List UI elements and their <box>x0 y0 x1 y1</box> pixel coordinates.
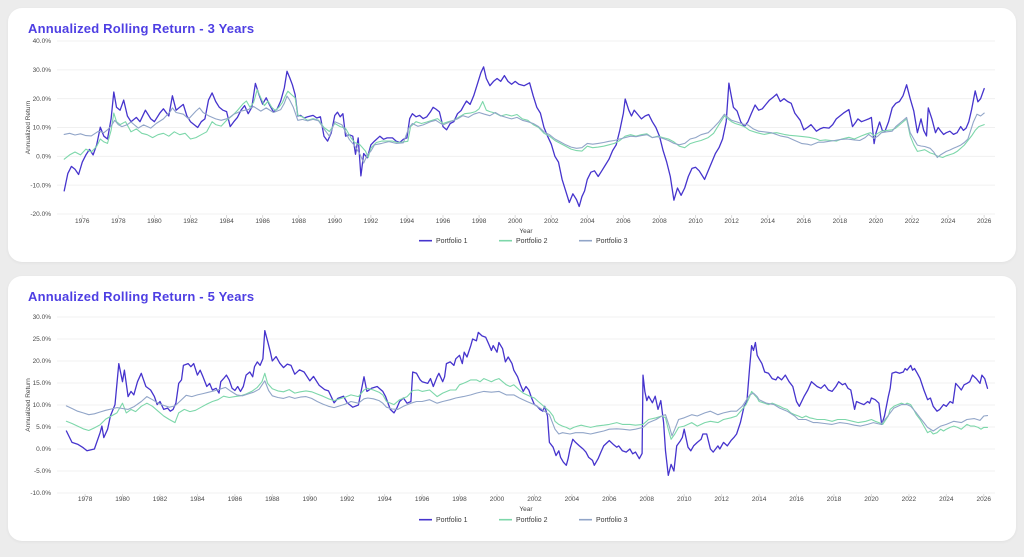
x-tick-label: 1992 <box>340 496 355 503</box>
x-tick-label: 2012 <box>714 496 729 503</box>
x-tick-label: 2006 <box>616 218 631 225</box>
x-tick-label: 1992 <box>364 218 379 225</box>
x-tick-label: 1980 <box>147 218 162 225</box>
chart-title-5y: Annualized Rolling Return - 5 Years <box>28 289 255 304</box>
y-tick-label: 0.0% <box>36 154 51 161</box>
x-tick-label: 1996 <box>415 496 430 503</box>
rolling-return-3y-chart: 40.0% 30.0% 20.0% 10.0% 0.0% -10.0% -20.0% 1976… <box>8 36 1016 267</box>
legend-label: Portfolio 2 <box>516 517 548 524</box>
x-tick-label: 2020 <box>864 496 879 503</box>
legend-item-portfolio-2[interactable]: Portfolio 2 <box>499 517 548 524</box>
y-tick-label: 15.0% <box>33 380 52 387</box>
rolling-return-5y-chart: 30.0% 25.0% 20.0% 15.0% 10.0% 5.0% 0.0% -5.0% -1… <box>8 304 1016 546</box>
x-tick-label: 2026 <box>977 218 992 225</box>
x-tick-label: 1998 <box>472 218 487 225</box>
legend-item-portfolio-1[interactable]: Portfolio 1 <box>419 517 468 524</box>
rolling-return-3y-card: Annualized Rolling Return - 3 Years 40.0… <box>8 8 1016 262</box>
x-tick-label: 2016 <box>789 496 804 503</box>
line-portfolio-3 <box>65 380 989 437</box>
y-tick-label: -10.0% <box>30 490 51 497</box>
x-tick-label: 2022 <box>902 496 917 503</box>
y-tick-label: -20.0% <box>30 211 51 218</box>
legend-label: Portfolio 2 <box>516 238 548 245</box>
x-tick-label: 1976 <box>75 218 90 225</box>
x-tick-label: 2000 <box>490 496 505 503</box>
x-tick-label: 1984 <box>219 218 234 225</box>
x-tick-label: 1984 <box>190 496 205 503</box>
x-tick-label: 1988 <box>265 496 280 503</box>
y-tick-label: 5.0% <box>36 424 51 431</box>
y-tick-label: 30.0% <box>33 314 52 321</box>
y-tick-label: 10.0% <box>33 125 52 132</box>
x-tick-label: 1978 <box>78 496 93 503</box>
legend-label: Portfolio 1 <box>436 517 468 524</box>
y-tick-label: 0.0% <box>36 446 51 453</box>
y-tick-label: -10.0% <box>30 182 51 189</box>
x-tick-label: 2012 <box>724 218 739 225</box>
x-tick-label: 1998 <box>452 496 467 503</box>
x-tick-label: 1986 <box>255 218 270 225</box>
x-tick-label: 2018 <box>827 496 842 503</box>
chart-canvas: 40.0% 30.0% 20.0% 10.0% 0.0% -10.0% -20.0% 1976… <box>25 38 995 245</box>
x-tick-label: 2002 <box>544 218 559 225</box>
line-portfolio-2 <box>63 89 985 160</box>
x-tick-label: 2004 <box>580 218 595 225</box>
x-tick-label: 2016 <box>797 218 812 225</box>
legend-item-portfolio-1[interactable]: Portfolio 1 <box>419 238 468 245</box>
x-tick-label: 1990 <box>328 218 343 225</box>
line-portfolio-1 <box>65 329 989 477</box>
x-tick-label: 1994 <box>377 496 392 503</box>
x-tick-label: 2014 <box>752 496 767 503</box>
legend-item-portfolio-3[interactable]: Portfolio 3 <box>579 238 628 245</box>
x-axis-title: Year <box>519 506 533 513</box>
legend-label: Portfolio 3 <box>596 517 628 524</box>
x-tick-label: 2020 <box>869 218 884 225</box>
x-tick-label: 2008 <box>640 496 655 503</box>
y-tick-label: 20.0% <box>33 96 52 103</box>
x-tick-label: 2002 <box>527 496 542 503</box>
x-axis-title: Year <box>519 228 533 235</box>
x-tick-label: 2022 <box>905 218 920 225</box>
x-tick-label: 1986 <box>228 496 243 503</box>
x-tick-label: 2006 <box>602 496 617 503</box>
line-portfolio-1 <box>63 66 985 208</box>
x-tick-label: 1982 <box>183 218 198 225</box>
x-tick-label: 1978 <box>111 218 126 225</box>
y-tick-label: 40.0% <box>33 38 52 45</box>
y-axis-title: Annualized Return <box>25 100 32 154</box>
legend-label: Portfolio 1 <box>436 238 468 245</box>
x-tick-label: 2010 <box>688 218 703 225</box>
y-tick-label: 30.0% <box>33 67 52 74</box>
y-tick-label: 20.0% <box>33 358 52 365</box>
x-tick-label: 1988 <box>291 218 306 225</box>
x-tick-label: 1982 <box>153 496 168 503</box>
y-axis-title: Annualized Return <box>25 378 32 432</box>
chart-title-3y: Annualized Rolling Return - 3 Years <box>28 21 255 36</box>
x-tick-label: 2008 <box>652 218 667 225</box>
chart-canvas: 30.0% 25.0% 20.0% 15.0% 10.0% 5.0% 0.0% -5.0% -1… <box>25 314 995 524</box>
legend-item-portfolio-2[interactable]: Portfolio 2 <box>499 238 548 245</box>
y-tick-label: -5.0% <box>34 468 51 475</box>
legend-label: Portfolio 3 <box>596 238 628 245</box>
line-portfolio-2 <box>65 372 989 440</box>
x-tick-label: 2004 <box>565 496 580 503</box>
x-tick-label: 1996 <box>436 218 451 225</box>
x-tick-label: 1994 <box>400 218 415 225</box>
y-tick-label: 10.0% <box>33 402 52 409</box>
x-tick-label: 1990 <box>303 496 318 503</box>
x-tick-label: 2026 <box>977 496 992 503</box>
x-tick-label: 2024 <box>939 496 954 503</box>
x-tick-label: 1980 <box>115 496 130 503</box>
rolling-return-5y-card: Annualized Rolling Return - 5 Years 30.0… <box>8 276 1016 541</box>
x-tick-label: 2018 <box>833 218 848 225</box>
x-tick-label: 2014 <box>760 218 775 225</box>
x-tick-label: 2010 <box>677 496 692 503</box>
x-tick-label: 2000 <box>508 218 523 225</box>
legend-item-portfolio-3[interactable]: Portfolio 3 <box>579 517 628 524</box>
x-tick-label: 2024 <box>941 218 956 225</box>
y-tick-label: 25.0% <box>33 336 52 343</box>
line-portfolio-3 <box>63 95 985 164</box>
